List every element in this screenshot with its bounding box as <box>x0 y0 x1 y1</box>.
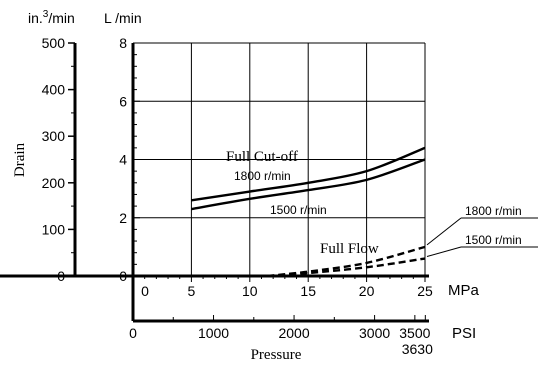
psi-unit-label: PSI <box>452 325 476 342</box>
mpa-tick-label-5: 5 <box>188 283 196 299</box>
y-axis-label: Drain <box>12 142 28 177</box>
psi-tick-label-3000: 3000 <box>359 325 390 341</box>
lpm-tick-label-0: 0 <box>119 268 127 284</box>
label-flow-1500: 1500 r/min <box>465 233 522 247</box>
label-cutoff-1500: 1500 r/min <box>270 203 327 217</box>
mpa-unit-label: MPa <box>448 282 480 299</box>
x-axis-label: Pressure <box>251 347 302 363</box>
lpm-tick-label-4: 4 <box>119 152 127 168</box>
lpm-tick-label-8: 8 <box>119 35 127 51</box>
drain-tick-label-0: 0 <box>57 268 65 284</box>
mpa-tick-label-20: 20 <box>359 283 375 299</box>
label-flow-1800: 1800 r/min <box>465 204 522 218</box>
drain-tick-label-500: 500 <box>42 35 66 51</box>
drain-tick-label-400: 400 <box>42 82 66 98</box>
text-layer: in.3/min L /min Drain MPa PSI Pressure F… <box>12 9 522 363</box>
left-axis-unit: in.3/min <box>28 9 75 26</box>
right-axis-unit: L /min <box>104 10 142 26</box>
mpa-tick-label-10: 10 <box>242 283 258 299</box>
psi-tick-label-2000: 2000 <box>278 325 309 341</box>
label-full-cutoff: Full Cut-off <box>226 149 298 165</box>
mpa-tick-label-25: 25 <box>417 283 433 299</box>
label-cutoff-1800: 1800 r/min <box>234 169 291 183</box>
psi-tick-label-3500: 3500 <box>399 325 430 341</box>
leader-line-flow-1500 <box>427 247 461 257</box>
psi-tick-label-1000: 1000 <box>198 325 229 341</box>
leader-line-flow-1800 <box>427 218 461 245</box>
lpm-tick-label-2: 2 <box>119 210 127 226</box>
drain-tick-label-100: 100 <box>42 221 66 237</box>
drain-tick-label-300: 300 <box>42 128 66 144</box>
psi-tick-label-0: 0 <box>129 325 137 341</box>
psi-tick-label-extra: 3630 <box>402 341 433 357</box>
drain-tick-label-200: 200 <box>42 175 66 191</box>
label-full-flow: Full Flow <box>320 241 379 257</box>
lpm-tick-label-6: 6 <box>119 93 127 109</box>
mpa-tick-label-15: 15 <box>300 283 316 299</box>
mpa-tick-label-0: 0 <box>141 283 149 299</box>
